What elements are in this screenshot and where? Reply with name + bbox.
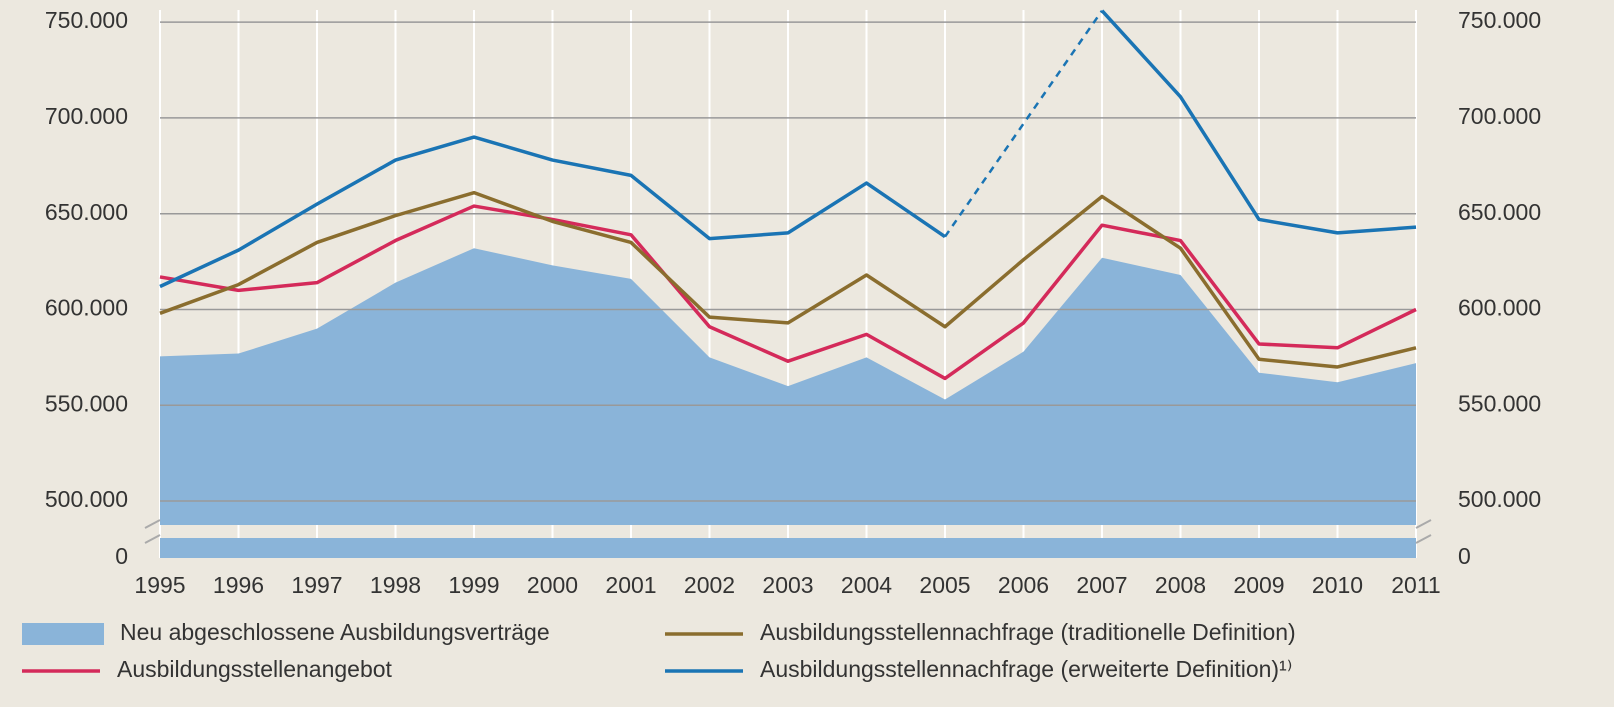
line (159, 190, 1417, 369)
y2-tick-label: 650.000 (1458, 199, 1541, 225)
y2-tick-label: 500.000 (1458, 486, 1541, 512)
y2-tick-label: 750.000 (1458, 7, 1541, 33)
x-tick-label: 2010 (1312, 572, 1363, 598)
y2-tick-label: 700.000 (1458, 103, 1541, 129)
y2-tick-label: 550.000 (1458, 390, 1541, 416)
axis-break (144, 519, 161, 544)
line (159, 204, 1417, 381)
legend-label: Neu abgeschlossene Ausbildungsverträge (120, 619, 550, 645)
y-tick-label: 750.000 (45, 7, 128, 33)
x-tick-label: 2000 (527, 572, 578, 598)
y-tick-label: 600.000 (45, 295, 128, 321)
x-tick-label: 2008 (1155, 572, 1206, 598)
legend-label: Ausbildungsstellennachfrage (erweiterte … (760, 656, 1292, 682)
legend-label: Ausbildungsstellenangebot (117, 656, 393, 682)
x-tick-label: 2009 (1233, 572, 1284, 598)
y2-tick-label: 600.000 (1458, 295, 1541, 321)
line (159, 9, 1417, 289)
y2-tick-label: 0 (1458, 543, 1471, 569)
x-tick-label: 1996 (213, 572, 264, 598)
x-tick-label: 1999 (448, 572, 499, 598)
gap-bridge (943, 9, 1104, 238)
y-tick-label: 650.000 (45, 199, 128, 225)
x-tick-label: 2001 (605, 572, 656, 598)
area-base-strip (160, 538, 1416, 558)
y-tick-label: 0 (115, 543, 128, 569)
x-tick-label: 2002 (684, 572, 735, 598)
x-tick-label: 1995 (134, 572, 185, 598)
y-tick-label: 550.000 (45, 390, 128, 416)
x-tick-label: 2007 (1076, 572, 1127, 598)
axis-break (1415, 519, 1432, 544)
legend-swatch (22, 623, 104, 645)
x-tick-label: 2006 (998, 572, 1049, 598)
y-tick-label: 700.000 (45, 103, 128, 129)
x-tick-label: 1998 (370, 572, 421, 598)
x-tick-label: 1997 (291, 572, 342, 598)
x-tick-label: 2005 (919, 572, 970, 598)
x-tick-label: 2004 (841, 572, 892, 598)
legend-label: Ausbildungsstellennachfrage (traditionel… (760, 619, 1296, 645)
x-tick-label: 2003 (762, 572, 813, 598)
x-tick-label: 2011 (1391, 572, 1440, 598)
area (160, 248, 1416, 525)
y-tick-label: 500.000 (45, 486, 128, 512)
